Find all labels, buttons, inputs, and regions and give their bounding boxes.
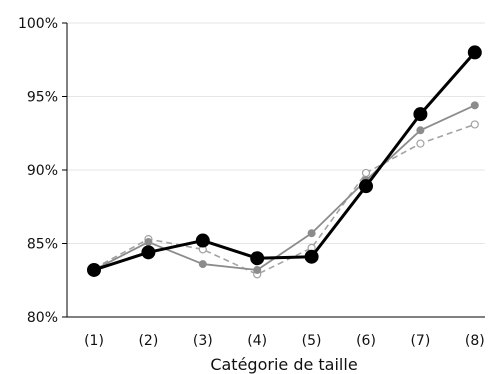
series-2-point <box>416 126 425 135</box>
series-2-point <box>470 101 479 110</box>
series-3-point <box>304 249 319 264</box>
gridlines <box>67 22 485 244</box>
series-2-point <box>307 229 316 238</box>
series-3-point <box>141 245 156 260</box>
x-tick-label: (3) <box>193 333 213 349</box>
series-1-line <box>93 123 476 276</box>
x-tick-label: (2) <box>138 333 158 349</box>
x-tick-label: (7) <box>410 333 430 349</box>
series-3-line <box>93 51 476 272</box>
x-tick-label: (4) <box>247 333 267 349</box>
y-tick-label: 80% <box>27 310 58 326</box>
x-tick-label: (8) <box>465 333 485 349</box>
y-tick-label: 90% <box>27 163 58 179</box>
y-tick-labels: 80% 85% 90% 95% 100% <box>18 16 58 326</box>
series-2-line <box>93 104 476 271</box>
series-3-point <box>87 262 101 277</box>
series-3-point <box>195 233 210 248</box>
series-2-point <box>253 265 262 274</box>
x-tick-label: (5) <box>302 333 322 349</box>
series-3-point <box>359 179 373 194</box>
x-axis-title: Catégorie de taille <box>210 355 357 374</box>
series-2-point <box>144 238 153 247</box>
series-3-point <box>467 45 482 60</box>
series <box>87 45 482 279</box>
y-tick-label: 85% <box>27 237 58 253</box>
series-3-point <box>413 107 428 122</box>
y-tick-label: 100% <box>18 16 58 32</box>
x-tick-labels: (1) (2) (3) (4) (5) (6) (7) (8) <box>84 333 485 349</box>
x-tick-label: (1) <box>84 333 104 349</box>
series-3 <box>87 45 482 277</box>
series-3-point <box>250 251 265 266</box>
series-2-point <box>198 260 207 269</box>
series-1-point <box>416 139 425 148</box>
series-1-point <box>470 120 479 129</box>
x-tick-label: (6) <box>356 333 376 349</box>
y-tick-label: 95% <box>27 90 58 106</box>
axes <box>62 22 485 318</box>
series-1-point <box>361 168 371 178</box>
